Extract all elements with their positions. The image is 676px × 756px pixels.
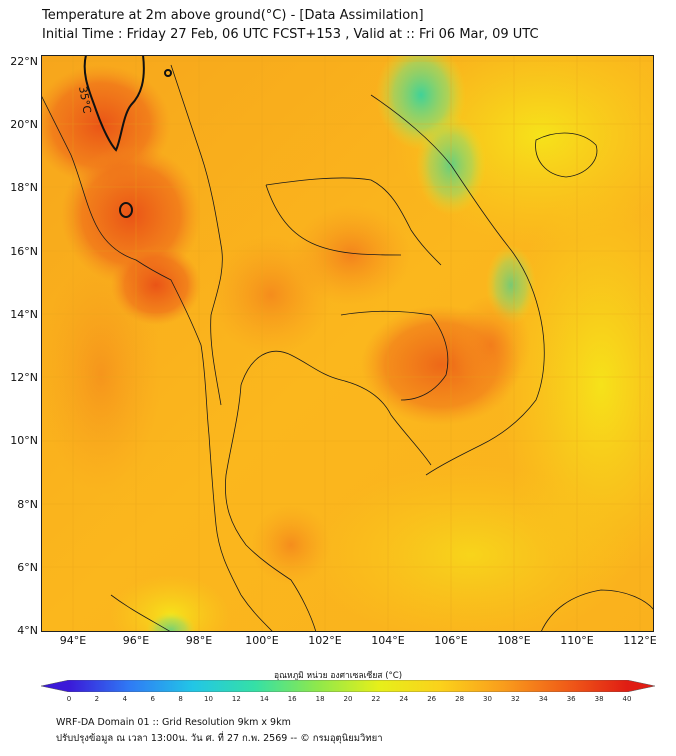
colorbar-tick-label: 2 (94, 695, 100, 703)
lat-label-20n: 20°N (10, 118, 38, 131)
colorbar-tick-label: 28 (455, 695, 465, 703)
field-mild-south (311, 465, 631, 632)
border-cambodia (340, 310, 449, 401)
coast-malaya (240, 594, 274, 632)
lon-label-100e: 100°E (245, 634, 279, 647)
lat-label-12n: 12°N (10, 371, 38, 384)
colorbar-tick-label: 12 (231, 695, 241, 703)
coast-borneo (540, 589, 654, 632)
colorbar-title: อุณหภูมิ หน่วย องศาเซลเซียส (°C) (273, 671, 403, 681)
footer-model-info: WRF-DA Domain 01 :: Grid Resolution 9km … (56, 717, 291, 728)
colorbar (41, 680, 655, 692)
chart-title: Temperature at 2m above ground(°C) - [Da… (42, 8, 424, 23)
coast-vietnam (370, 94, 545, 476)
coast-peninsula-west (208, 434, 242, 596)
lat-label-22n: 22°N (10, 55, 38, 68)
map-frame (41, 55, 654, 632)
colorbar-fill (41, 680, 655, 692)
field-mild-malaya (111, 575, 231, 632)
colorbar-tick-label: 26 (427, 695, 437, 703)
colorbar-tick-label: 18 (315, 695, 325, 703)
lon-label-108e: 108°E (497, 634, 531, 647)
lon-label-98e: 98°E (185, 634, 213, 647)
colorbar-tick-label: 30 (483, 695, 492, 703)
lat-label-14n: 14°N (10, 308, 38, 321)
coast-hainan (535, 132, 598, 178)
border-thai-laos (265, 184, 402, 256)
coast-gulf-thailand (240, 350, 432, 466)
border-laos (265, 177, 442, 266)
lat-label-10n: 10°N (10, 434, 38, 447)
lon-label-94e: 94°E (59, 634, 87, 647)
colorbar-tick-label: 20 (343, 695, 353, 703)
colorbar-tick-label: 38 (594, 695, 604, 703)
lat-label-18n: 18°N (10, 181, 38, 194)
lon-label-106e: 106°E (434, 634, 468, 647)
colorbar-tick-label: 6 (150, 695, 155, 703)
lon-label-102e: 102°E (308, 634, 342, 647)
lon-label-96e: 96°E (122, 634, 150, 647)
temperature-map: 35°C (41, 55, 654, 632)
coast-peninsula-east (225, 384, 317, 632)
contour-label: 35°C (76, 85, 94, 114)
field-cool-malaya (146, 612, 196, 632)
lon-label-104e: 104°E (371, 634, 405, 647)
footer-update-info: ปรับปรุงข้อมูล ณ เวลา 13:00น. วัน ศ. ที่… (56, 733, 383, 744)
colorbar-tick-label: 4 (122, 695, 128, 703)
coastlines-and-borders (41, 64, 654, 632)
lon-label-110e: 110°E (560, 634, 594, 647)
contour-35c (83, 55, 172, 218)
lat-label-8n: 8°N (17, 498, 38, 511)
colorbar-tick-label: 36 (566, 695, 576, 703)
colorbar-tick-label: 16 (287, 695, 297, 703)
field-hot-south-vn (451, 295, 531, 395)
colorbar-tick-label: 22 (371, 695, 381, 703)
colorbar-tick-label: 24 (399, 695, 409, 703)
colorbar-tick-label: 8 (178, 695, 183, 703)
colorbar-tick-label: 40 (622, 695, 632, 703)
colorbar-tick-label: 14 (259, 695, 269, 703)
lon-label-112e: 112°E (623, 634, 657, 647)
lat-label-16n: 16°N (10, 245, 38, 258)
chart-subtitle: Initial Time : Friday 27 Feb, 06 UTC FCS… (42, 27, 539, 42)
border-thai-myanmar (170, 64, 223, 406)
lat-label-4n: 4°N (17, 624, 38, 637)
colorbar-tick-label: 34 (538, 695, 548, 703)
colorbar-tick-label: 32 (510, 695, 520, 703)
lat-label-6n: 6°N (17, 561, 38, 574)
map-gridlines (41, 55, 654, 632)
field-warm-andaman (41, 255, 161, 495)
coast-myanmar (41, 94, 210, 436)
coast-sumatra (110, 594, 172, 632)
colorbar-tick-label: 10 (204, 695, 213, 703)
field-warm-peninsula (251, 505, 331, 585)
colorbar-tick-label: 0 (66, 695, 72, 703)
field-warm-central (211, 235, 331, 355)
